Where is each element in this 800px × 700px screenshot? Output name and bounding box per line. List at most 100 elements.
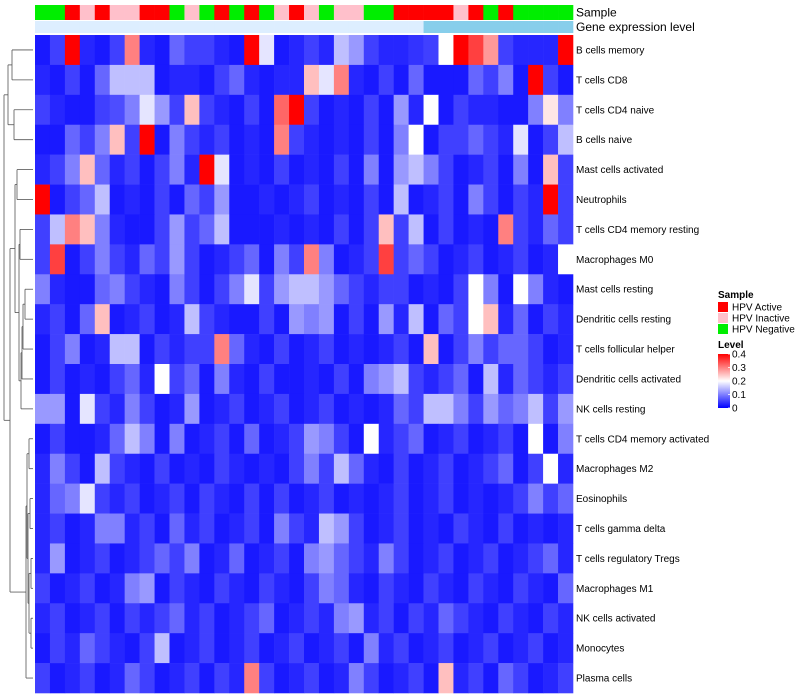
heatmap-cell	[94, 364, 111, 395]
heatmap-cell	[64, 453, 81, 484]
heatmap-cell	[94, 543, 111, 574]
heatmap-cell	[229, 64, 245, 96]
heatmap-cell	[483, 513, 499, 544]
heatmap-cell	[438, 453, 454, 484]
heatmap-cell	[318, 274, 335, 305]
heatmap-cell	[543, 543, 559, 574]
expression-annotation-cell	[274, 21, 290, 33]
heatmap-cell	[513, 244, 529, 275]
heatmap-cell	[259, 393, 275, 425]
heatmap-cell	[318, 304, 335, 335]
expression-annotation-cell	[259, 21, 275, 33]
heatmap-cell	[139, 603, 155, 634]
heatmap-cell	[438, 274, 454, 305]
level-tick-label: 0	[732, 404, 738, 415]
heatmap-cell	[528, 603, 544, 634]
heatmap-cell	[558, 513, 574, 544]
heatmap-cell	[139, 513, 155, 544]
heatmap-cell	[483, 154, 499, 185]
heatmap-cell	[453, 453, 469, 484]
heatmap-cell	[333, 663, 350, 694]
expression-annotation-cell	[229, 21, 245, 33]
heatmap-cell	[184, 154, 200, 185]
heatmap-cell	[498, 184, 514, 215]
heatmap-cell	[378, 244, 394, 275]
heatmap-cell	[49, 35, 66, 66]
heatmap-cell	[229, 543, 245, 574]
heatmap-cell	[498, 334, 514, 365]
heatmap-cell	[558, 304, 574, 335]
heatmap-cell	[199, 663, 215, 694]
heatmap-cell	[109, 663, 125, 694]
heatmap-cell	[289, 423, 305, 455]
heatmap-cell	[453, 513, 469, 544]
heatmap-cell	[139, 184, 155, 215]
heatmap-cell	[333, 393, 350, 425]
heatmap-cell	[318, 334, 335, 365]
heatmap-cell	[169, 483, 185, 514]
heatmap-cell	[333, 184, 350, 215]
heatmap-cell	[348, 154, 365, 185]
heatmap-cell	[483, 64, 499, 96]
heatmap-cell	[154, 633, 170, 664]
heatmap-cell	[438, 214, 454, 245]
heatmap-cell	[333, 304, 350, 335]
heatmap-cell	[333, 513, 350, 544]
sample-annotation-cell	[35, 5, 51, 20]
heatmap-cell	[423, 513, 439, 544]
heatmap-cell	[318, 393, 335, 425]
heatmap-cell	[94, 423, 111, 455]
heatmap-cell	[558, 423, 574, 455]
heatmap-cell	[498, 64, 514, 96]
heatmap-cell	[543, 64, 559, 96]
heatmap-cell	[393, 393, 409, 425]
heatmap-cell	[393, 184, 409, 215]
heatmap-cell	[543, 483, 559, 514]
row-label: Plasma cells	[576, 674, 632, 685]
heatmap-cell	[304, 663, 320, 694]
heatmap-cell	[214, 214, 230, 245]
heatmap-cell	[199, 633, 215, 664]
heatmap-cell	[438, 663, 454, 694]
heatmap-cell	[468, 304, 484, 335]
heatmap-cell	[453, 633, 469, 664]
heatmap-cell	[49, 304, 66, 335]
heatmap-cell	[289, 483, 305, 514]
heatmap-cell	[79, 94, 96, 126]
heatmap-cell	[333, 423, 350, 455]
heatmap-cell	[94, 513, 111, 544]
heatmap-cell	[154, 663, 170, 694]
row-label: Mast cells resting	[576, 285, 653, 296]
heatmap-cell	[244, 543, 260, 574]
heatmap-cell	[259, 483, 275, 514]
heatmap-cell	[348, 633, 365, 664]
heatmap-cell	[169, 244, 185, 275]
heatmap-cell	[408, 513, 424, 544]
heatmap-cell	[49, 513, 66, 544]
heatmap-cell	[139, 124, 155, 155]
heatmap-cell	[214, 393, 230, 425]
heatmap-cell	[513, 124, 529, 155]
heatmap-cell	[348, 304, 365, 335]
heatmap-cell	[109, 94, 125, 126]
heatmap-cell	[468, 603, 484, 634]
heatmap-cell	[94, 483, 111, 514]
heatmap-cell	[229, 483, 245, 514]
heatmap-cell	[244, 603, 260, 634]
heatmap-cell	[169, 64, 185, 96]
row-label: T cells CD8	[576, 75, 628, 86]
expression-annotation-cell	[49, 21, 66, 33]
heatmap-cell	[498, 663, 514, 694]
heatmap-cell	[304, 244, 320, 275]
heatmap-cell	[124, 124, 140, 155]
heatmap-cell	[139, 94, 155, 126]
heatmap-cell	[378, 124, 394, 155]
heatmap-cell	[154, 483, 170, 514]
heatmap-cell	[363, 184, 380, 215]
heatmap-cell	[79, 543, 96, 574]
heatmap-cell	[244, 393, 260, 425]
heatmap-cell	[333, 154, 350, 185]
heatmap-cell	[363, 124, 380, 155]
heatmap-cell	[199, 64, 215, 96]
heatmap-cell	[35, 633, 51, 664]
